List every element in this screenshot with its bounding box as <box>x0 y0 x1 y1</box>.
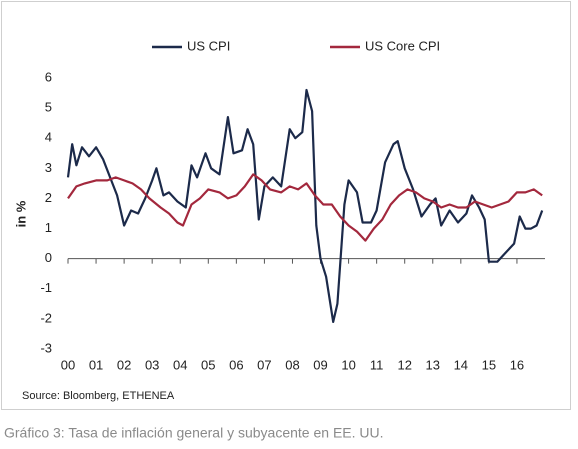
x-tick-label: 09 <box>313 357 327 372</box>
x-tick-label: 12 <box>397 357 411 372</box>
x-tick-label: 15 <box>482 357 496 372</box>
x-tick-label: 05 <box>201 357 215 372</box>
x-tick-label: 02 <box>117 357 131 372</box>
legend-label: US CPI <box>187 38 230 53</box>
caption: Gráfico 3: Tasa de inflación general y s… <box>4 425 384 441</box>
x-tick-label: 14 <box>454 357 468 372</box>
x-tick-label: 00 <box>61 357 75 372</box>
frame <box>1 1 571 410</box>
x-tick-label: 04 <box>173 357 187 372</box>
x-tick-label: 08 <box>285 357 299 372</box>
y-tick-label: 4 <box>45 130 52 145</box>
series-line <box>67 173 543 242</box>
y-tick-label: 0 <box>45 250 52 265</box>
y-tick-label: 5 <box>45 100 52 115</box>
y-axis-label: in % <box>13 200 28 227</box>
y-tick-label: -1 <box>40 280 52 295</box>
x-tick-label: 13 <box>426 357 440 372</box>
x-tick-label: 07 <box>257 357 271 372</box>
series-line <box>66 88 544 323</box>
x-tick-label: 11 <box>370 357 384 372</box>
x-tick-label: 01 <box>89 357 103 372</box>
y-tick-label: -3 <box>40 340 52 355</box>
legend-label: US Core CPI <box>365 38 440 53</box>
x-tick-label: 06 <box>229 357 243 372</box>
y-tick-label: 3 <box>45 160 52 175</box>
y-tick-label: -2 <box>40 310 52 325</box>
x-tick-label: 16 <box>510 357 524 372</box>
x-tick-label: 03 <box>145 357 159 372</box>
y-tick-label: 2 <box>45 190 52 205</box>
y-tick-label: 6 <box>45 69 52 84</box>
y-tick-label: 1 <box>45 220 52 235</box>
x-tick-label: 10 <box>341 357 355 372</box>
source: Source: Bloomberg, ETHENEA <box>22 390 175 402</box>
